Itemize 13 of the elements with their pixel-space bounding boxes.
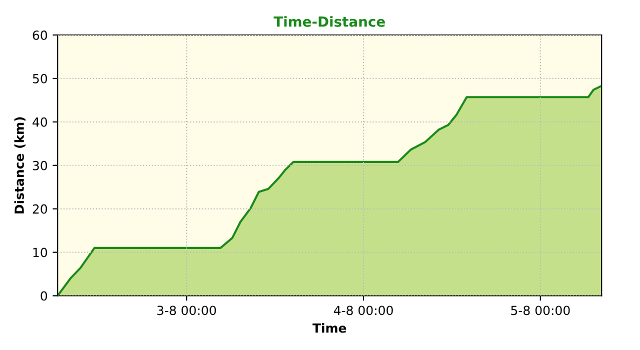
- x-tick-label: 4-8 00:00: [334, 306, 393, 316]
- chart-title: Time-Distance: [274, 16, 385, 27]
- y-tick-label: 60: [32, 30, 48, 40]
- y-tick-label: 10: [33, 248, 48, 258]
- y-axis-title: Distance (km): [14, 117, 26, 214]
- y-tick-label: 50: [32, 74, 48, 84]
- y-tick-label: 20: [32, 204, 48, 214]
- y-tick-label: 0: [40, 291, 48, 301]
- y-tick-label: 40: [32, 117, 48, 127]
- y-tick-label: 30: [32, 160, 48, 170]
- x-axis-title: Time: [312, 323, 346, 333]
- x-tick-label: 5-8 00:00: [511, 306, 570, 316]
- x-tick-label: 3-8 00:00: [157, 306, 216, 316]
